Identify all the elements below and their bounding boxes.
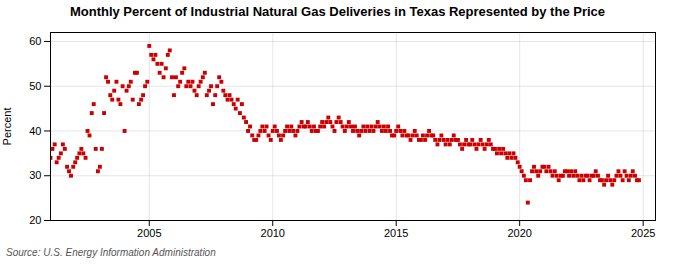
svg-text:2020: 2020 [507,227,531,239]
svg-text:2010: 2010 [261,227,285,239]
svg-text:Percent: Percent [1,108,13,146]
html-text:Source: U.S. Energy Informatio: Source: U.S. Energy Information Administ… [6,247,216,258]
svg-text:2025: 2025 [631,227,655,239]
svg-text:40: 40 [29,124,41,136]
svg-text:2005: 2005 [137,227,161,239]
html-text:Monthly Percent of Industrial: Monthly Percent of Industrial Natural Ga… [69,4,605,19]
svg-text:20: 20 [29,214,41,226]
svg-text:50: 50 [29,80,41,92]
svg-text:30: 30 [29,169,41,181]
svg-text:60: 60 [29,35,41,47]
svg-text:2015: 2015 [384,227,408,239]
